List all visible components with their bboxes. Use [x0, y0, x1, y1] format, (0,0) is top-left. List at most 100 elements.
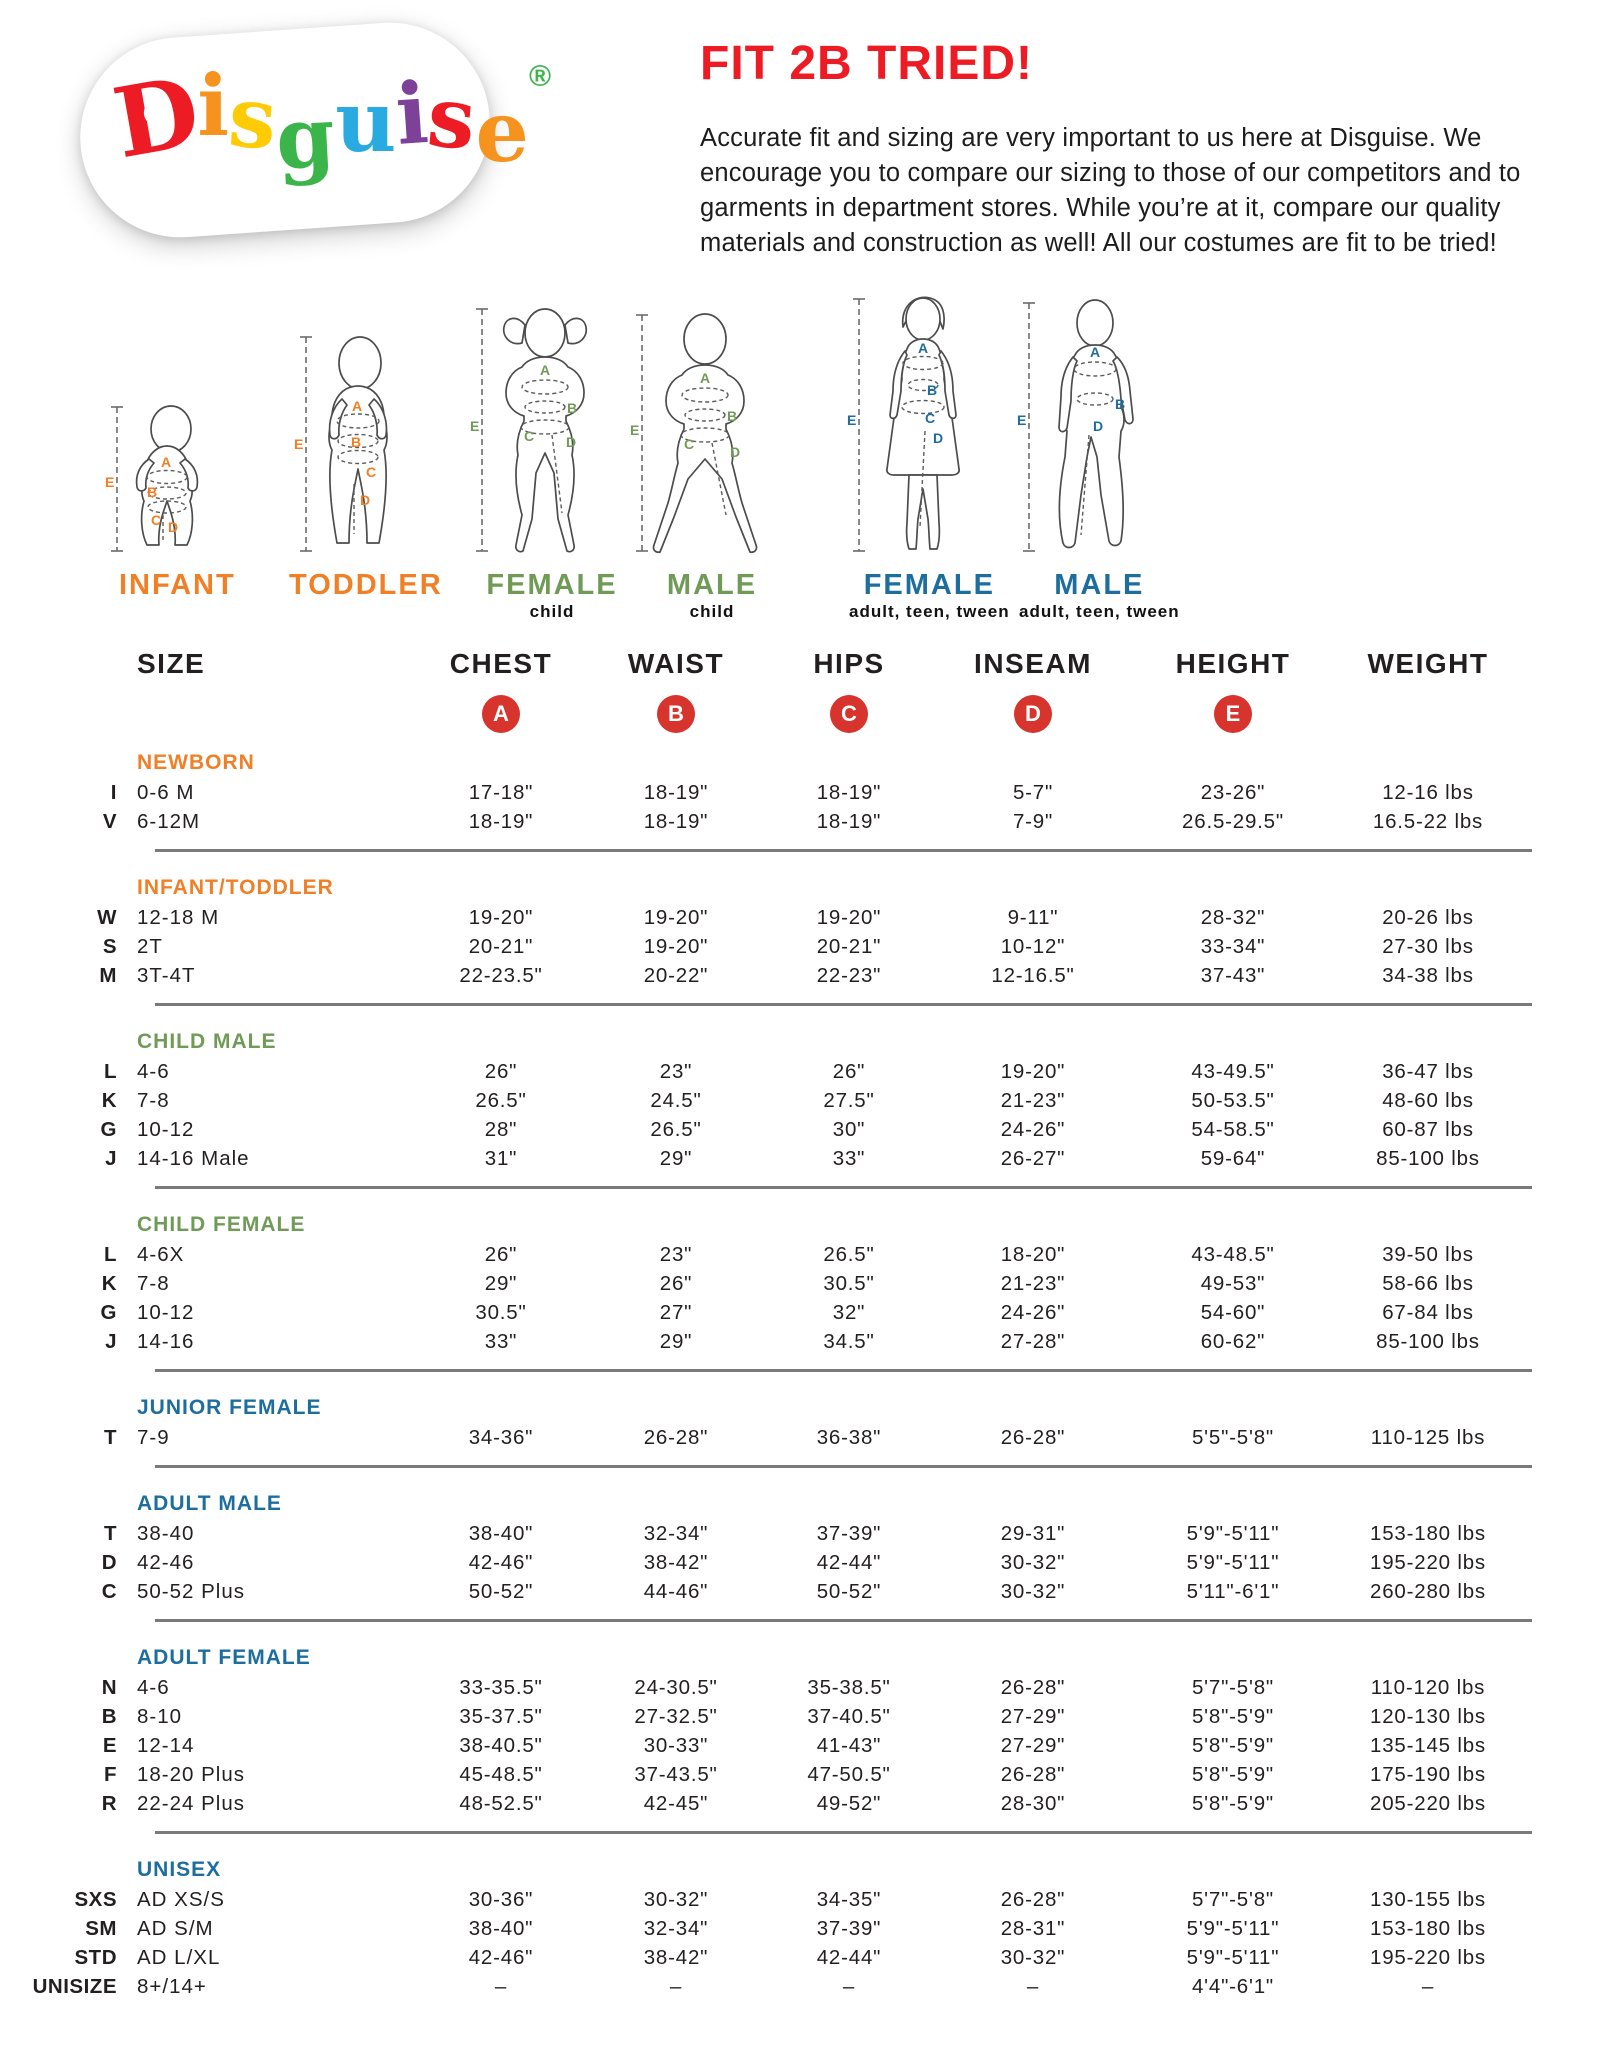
cell-size: 14-16 [137, 1329, 195, 1353]
section-heading: NEWBORN [137, 751, 255, 774]
measure-letter: B [147, 484, 157, 500]
cell-letter: R [101, 1791, 117, 1815]
cell-chest: 28" [484, 1117, 518, 1141]
cell-size: 4-6 [137, 1059, 170, 1083]
cell-size: 8-10 [137, 1704, 183, 1728]
figure-label: MALE [666, 569, 758, 601]
cell-waist: 26.5" [650, 1117, 702, 1141]
cell-size: 10-12 [137, 1117, 195, 1141]
cell-size: 7-8 [137, 1088, 170, 1112]
column-header-hips: HIPS [813, 648, 885, 679]
cell-chest: 26.5" [475, 1088, 527, 1112]
cell-height: 50-53.5" [1191, 1088, 1275, 1112]
cell-waist: 32-34" [643, 1916, 709, 1940]
cell-weight: 260-280 lbs [1370, 1579, 1486, 1603]
cell-letter: V [102, 809, 117, 833]
cell-size: 4-6X [137, 1242, 185, 1266]
table-row: S 2T 20-21" 19-20" 20-21" 10-12" 33-34" 27-30 l… [30, 932, 1532, 961]
logo-letter: i [197, 56, 230, 155]
size-section-unisex: UNISEX SXS AD XS/S 30-36" 30-32" 34-35" 26-28"… [30, 1845, 1532, 2001]
cell-inseam: 21-23" [1000, 1088, 1066, 1112]
cell-waist: 26" [659, 1271, 693, 1295]
cell-weight: 36-47 lbs [1382, 1059, 1474, 1083]
cell-height: 37-43" [1200, 963, 1266, 987]
table-row: N 4-6 33-35.5" 24-30.5" 35-38.5" 26-28" 5'7"-5… [30, 1673, 1532, 1702]
cell-waist: 30-32" [643, 1887, 709, 1911]
measure-letter: B [351, 434, 361, 450]
cell-inseam: 24-26" [1000, 1300, 1066, 1324]
cell-height: 5'8"-5'9" [1191, 1733, 1274, 1757]
measure-letter: E [1017, 412, 1026, 428]
cell-chest: 34-36" [468, 1425, 534, 1449]
measure-letter: D [933, 430, 943, 446]
cell-weight: 58-66 lbs [1382, 1271, 1474, 1295]
measure-letter: A [161, 454, 171, 470]
table-row: L 4-6X 26" 23" 26.5" 18-20" 43-48.5" 39-50 lbs [30, 1240, 1532, 1269]
cell-chest: 30-36" [468, 1887, 534, 1911]
cell-waist: – [669, 1974, 683, 1998]
cell-hips: 30.5" [823, 1271, 875, 1295]
cell-inseam: 29-31" [1000, 1521, 1066, 1545]
cell-weight: 120-130 lbs [1370, 1704, 1486, 1728]
cell-letter: N [101, 1675, 117, 1699]
table-row: K 7-8 26.5" 24.5" 27.5" 21-23" 50-53.5" 48-60 l… [30, 1086, 1532, 1115]
cell-letter: C [101, 1579, 117, 1603]
cell-height: 28-32" [1200, 905, 1266, 929]
table-row: D 42-46 42-46" 38-42" 42-44" 30-32" 5'9"-5'11"… [30, 1548, 1532, 1577]
logo-letter: u [335, 72, 397, 171]
measure-letter: E [294, 436, 303, 452]
cell-chest: 42-46" [468, 1945, 534, 1969]
cell-weight: 110-125 lbs [1370, 1425, 1486, 1449]
section-heading: CHILD MALE [137, 1030, 277, 1053]
cell-waist: 19-20" [643, 905, 709, 929]
cell-hips: 20-21" [816, 934, 882, 958]
cell-height: 33-34" [1200, 934, 1266, 958]
section-heading: JUNIOR FEMALE [137, 1396, 322, 1419]
cell-waist: 24.5" [650, 1088, 702, 1112]
cell-hips: 47-50.5" [807, 1762, 891, 1786]
measure-letter: C [684, 436, 694, 452]
cell-waist: 32-34" [643, 1521, 709, 1545]
cell-hips: 37-39" [816, 1916, 882, 1940]
cell-weight: 85-100 lbs [1376, 1329, 1480, 1353]
cell-letter: L [103, 1242, 117, 1266]
column-header-size: SIZE [137, 648, 206, 679]
table-row: R 22-24 Plus 48-52.5" 42-45" 49-52" 28-30" 5'8… [30, 1789, 1532, 1818]
cell-inseam: 26-28" [1000, 1887, 1066, 1911]
measure-letter: D [566, 434, 576, 450]
column-header-height: HEIGHT [1175, 648, 1291, 679]
figure-label: INFANT [119, 569, 236, 601]
cell-waist: 37-43.5" [634, 1762, 718, 1786]
toddler-figure-icon: A B C D E [294, 336, 388, 552]
cell-inseam: 10-12" [1000, 934, 1066, 958]
cell-size: 18-20 Plus [137, 1762, 246, 1786]
table-row: J 14-16 33" 29" 34.5" 27-28" 60-62" 85-100 lbs [30, 1327, 1532, 1356]
cell-waist: 29" [659, 1146, 693, 1170]
cell-chest: 26" [484, 1242, 518, 1266]
disguise-logo: Disguise® [73, 15, 551, 245]
cell-hips: 50-52" [816, 1579, 882, 1603]
section-divider [155, 1831, 1532, 1834]
cell-weight: 48-60 lbs [1382, 1088, 1474, 1112]
section-heading: UNISEX [137, 1858, 222, 1881]
cell-height: 43-48.5" [1191, 1242, 1275, 1266]
cell-weight: 195-220 lbs [1370, 1550, 1486, 1574]
cell-size: 14-16 Male [137, 1146, 250, 1170]
cell-weight: 60-87 lbs [1382, 1117, 1474, 1141]
cell-weight: 195-220 lbs [1370, 1945, 1486, 1969]
measure-letter: C [925, 410, 935, 426]
cell-size: 12-14 [137, 1733, 195, 1757]
figure-female-adult: A B C D E FEMALE adult, teen, tween [835, 291, 1010, 624]
cell-weight: 67-84 lbs [1382, 1300, 1474, 1324]
cell-letter: E [102, 1733, 117, 1757]
cell-weight: 175-190 lbs [1370, 1762, 1486, 1786]
cell-chest: 18-19" [468, 809, 534, 833]
cell-chest: 30.5" [475, 1300, 527, 1324]
figure-male-adult: A B D E MALE adult, teen, tween [1005, 295, 1180, 624]
cell-hips: 37-39" [816, 1521, 882, 1545]
cell-inseam: 26-28" [1000, 1675, 1066, 1699]
cell-hips: 34-35" [816, 1887, 882, 1911]
cell-chest: 38-40" [468, 1916, 534, 1940]
size-section-infant-toddler: INFANT/TODDLER W 12-18 M 19-20" 19-20" 19-20"… [30, 863, 1532, 1006]
